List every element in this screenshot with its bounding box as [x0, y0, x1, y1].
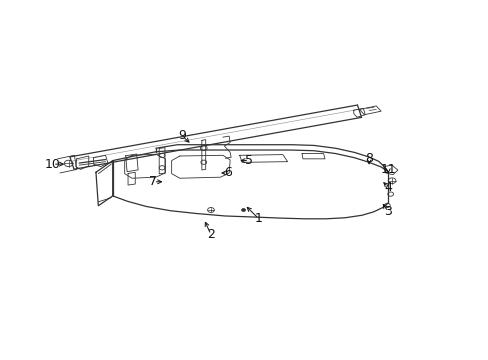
Text: 2: 2 [206, 228, 214, 241]
Text: 7: 7 [149, 175, 157, 188]
Text: 6: 6 [224, 166, 231, 179]
Text: 11: 11 [380, 163, 395, 176]
Text: 1: 1 [254, 212, 262, 225]
Text: 5: 5 [245, 154, 253, 167]
Text: 3: 3 [384, 205, 391, 218]
Text: 8: 8 [365, 152, 372, 165]
Circle shape [241, 208, 245, 211]
Text: 4: 4 [384, 181, 391, 194]
Text: 9: 9 [178, 129, 186, 143]
Text: 10: 10 [45, 158, 61, 171]
